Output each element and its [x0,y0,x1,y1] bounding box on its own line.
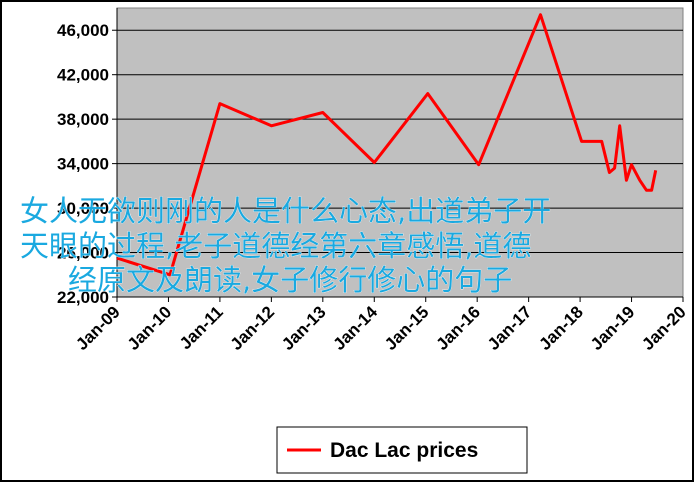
watermark-line: 女人无欲则刚的人是什么心态,出道弟子开 [20,194,551,228]
y-tick-label: 26,000 [57,244,109,263]
y-tick-label: 46,000 [57,21,109,40]
y-tick-label: 34,000 [57,155,109,174]
y-tick-label: 42,000 [57,66,109,85]
y-tick-label: 22,000 [57,288,109,307]
plot-area [116,7,684,298]
watermark-line: 天眼的过程,老子道德经第六章感悟,道德 [20,229,531,263]
y-tick-label: 38,000 [57,110,109,129]
data-line [116,13,658,277]
legend-label: Dac Lac prices [330,439,478,462]
y-tick-label: 30,000 [57,199,109,218]
watermark-line: 经原文及朗读,女子修行修心的句子 [68,263,512,297]
